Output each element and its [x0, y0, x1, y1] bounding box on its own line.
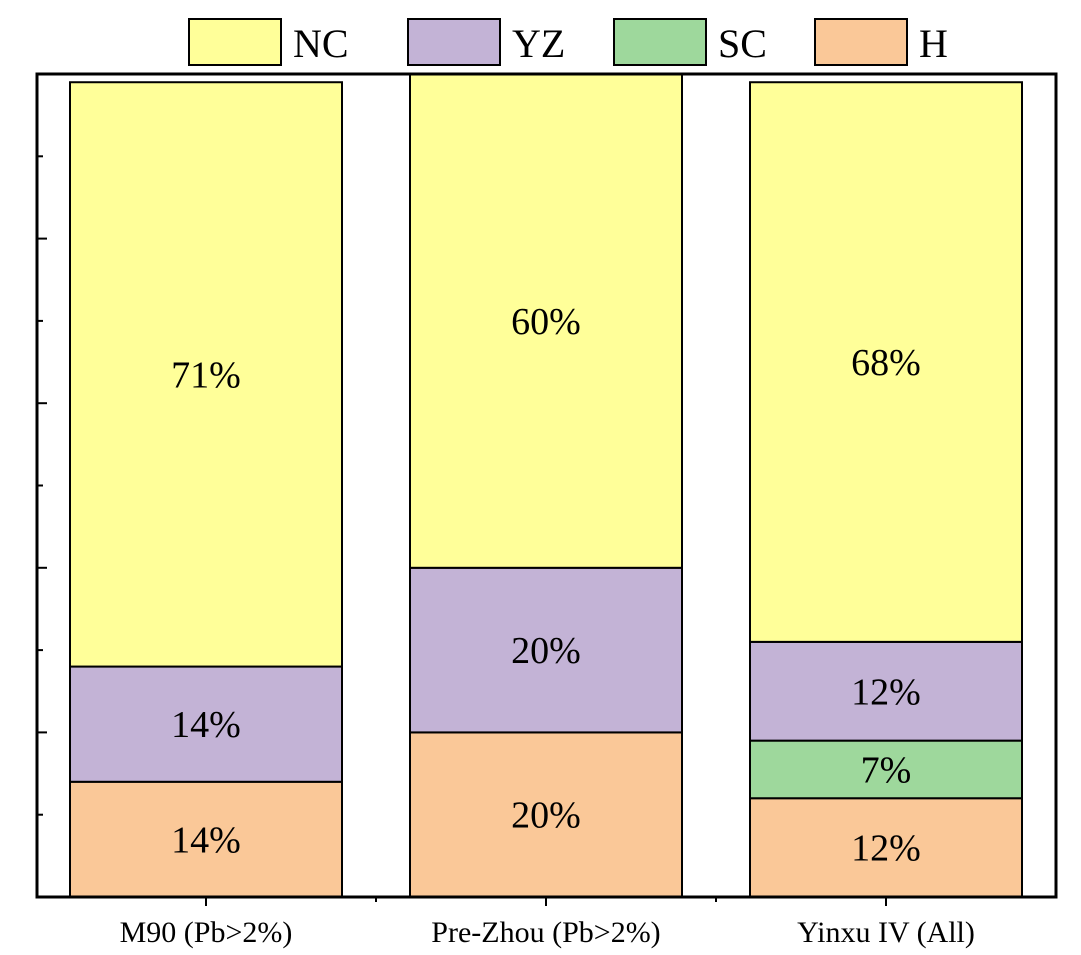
bar-yinxu-iv-all-yz	[749, 640, 1023, 742]
data-label-yinxu-iv-all-sc: 7%	[861, 749, 912, 791]
legend-swatch-yz	[407, 18, 501, 66]
data-label-pre-zhou-pb-2-h: 20%	[511, 795, 581, 837]
data-label-pre-zhou-pb-2-nc: 60%	[511, 301, 581, 343]
data-label-pre-zhou-pb-2-yz: 20%	[511, 630, 581, 672]
legend-swatch-nc	[188, 18, 282, 66]
legend-swatch-sc	[613, 18, 707, 66]
data-label-m90-pb-2-nc: 71%	[171, 354, 241, 396]
data-label-m90-pb-2-h: 14%	[171, 819, 241, 861]
legend-swatch-h	[814, 18, 908, 66]
bar-pre-zhou-pb-2-yz	[409, 566, 683, 734]
data-label-yinxu-iv-all-yz: 12%	[851, 671, 921, 713]
data-label-yinxu-iv-all-nc: 68%	[851, 342, 921, 384]
legend-label-sc: SC	[718, 21, 767, 66]
legend-label-nc: NC	[293, 21, 349, 66]
bars: 14% 14% 71% 20% 20% 60% 12% 7% 12% 68%	[69, 73, 1023, 899]
x-tick-label-m90-pb-2: M90 (Pb>2%)	[120, 916, 293, 949]
legend-label-yz: YZ	[512, 21, 565, 66]
axes: M90 (Pb>2%) Pre-Zhou (Pb>2%) Yinxu IV (All…	[35, 72, 1058, 949]
data-label-yinxu-iv-all-h: 12%	[851, 828, 921, 870]
bar-pre-zhou-pb-2-nc	[409, 73, 683, 569]
x-tick-label-yinxu-iv-all: Yinxu IV (All)	[797, 916, 975, 949]
bar-m90-pb-2-yz	[69, 665, 343, 783]
bar-yinxu-iv-all-sc	[749, 739, 1023, 800]
legend-label-h: H	[919, 21, 948, 66]
bar-m90-pb-2-nc	[69, 81, 343, 668]
bar-yinxu-iv-all-nc	[749, 81, 1023, 643]
legend: NC YZ SC H	[188, 18, 948, 66]
bar-m90-pb-2-h	[69, 780, 343, 899]
data-label-m90-pb-2-yz: 14%	[171, 704, 241, 746]
bar-pre-zhou-pb-2-h	[409, 731, 683, 899]
x-tick-label-pre-zhou-pb-2: Pre-Zhou (Pb>2%)	[431, 916, 660, 949]
